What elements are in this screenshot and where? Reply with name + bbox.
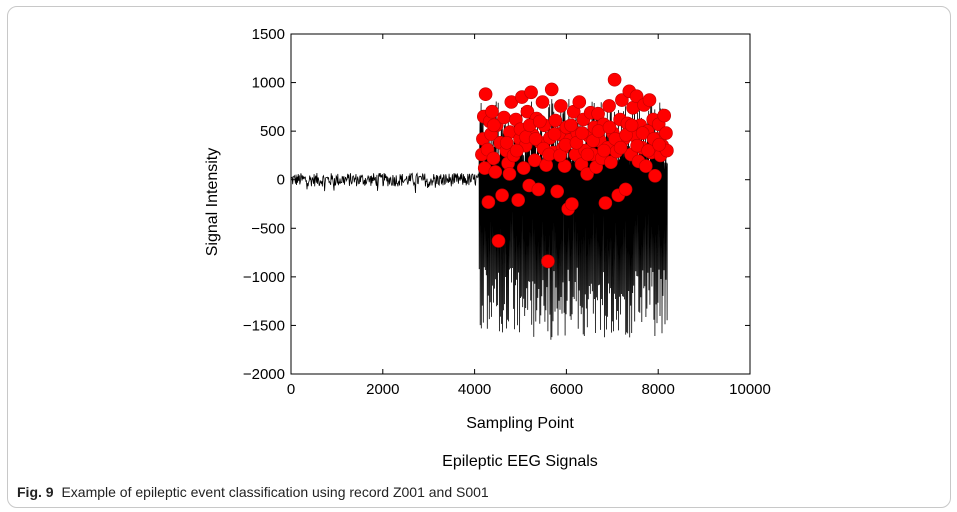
- event-marker: [488, 165, 503, 179]
- event-marker: [550, 184, 565, 199]
- event-marker: [615, 93, 629, 107]
- y-tick-label: 500: [260, 123, 285, 140]
- event-marker: [641, 143, 655, 158]
- caption-label: Fig. 9: [17, 484, 54, 500]
- chart-axes: 0 2000 4000 6000 8000 10000−2000−1500−1000−50…: [243, 26, 771, 398]
- signal-line-normal: [290, 172, 480, 194]
- event-marker: [624, 118, 639, 133]
- event-marker: [554, 99, 568, 113]
- x-tick-label: 8000: [642, 381, 675, 398]
- event-marker: [499, 136, 514, 150]
- event-marker: [652, 137, 666, 152]
- event-marker: [509, 143, 524, 158]
- event-marker: [548, 113, 563, 128]
- event-marker: [642, 93, 657, 107]
- event-marker: [520, 104, 535, 119]
- event-marker: [485, 104, 499, 119]
- event-marker: [565, 197, 579, 211]
- y-tick-label: −500: [251, 220, 285, 237]
- event-marker: [648, 169, 662, 183]
- event-marker: [553, 148, 567, 163]
- event-marker: [502, 167, 517, 181]
- y-tick-label: 0: [277, 172, 285, 189]
- x-tick-label: 4000: [458, 381, 491, 398]
- event-marker: [478, 87, 493, 101]
- event-marker: [607, 72, 622, 87]
- event-marker: [487, 118, 501, 133]
- plot-box: [290, 33, 751, 375]
- event-marker: [495, 188, 509, 203]
- event-marker: [618, 182, 633, 197]
- y-tick-label: −2000: [243, 366, 285, 383]
- event-marker: [547, 127, 562, 141]
- figure-caption: Fig. 9 Example of epileptic event classi…: [17, 484, 489, 500]
- x-tick-label: 6000: [550, 381, 583, 398]
- y-axis-label: Signal Intensity: [204, 148, 221, 257]
- figure-frame: [7, 6, 951, 508]
- event-marker: [659, 126, 673, 140]
- chart-subtitle: Epileptic EEG Signals: [442, 453, 598, 470]
- event-marker: [638, 159, 653, 173]
- event-marker: [511, 193, 526, 207]
- x-axis-label: Sampling Point: [466, 415, 574, 432]
- event-marker: [635, 126, 650, 140]
- event-marker: [532, 114, 547, 129]
- event-marker: [629, 89, 644, 103]
- event-marker: [597, 143, 611, 158]
- event-marker: [491, 234, 506, 248]
- event-marker: [527, 153, 542, 168]
- event-marker: [602, 99, 616, 113]
- y-tick-label: −1000: [243, 269, 285, 286]
- event-marker: [486, 151, 501, 166]
- event-marker: [481, 195, 496, 209]
- event-markers: [475, 72, 674, 269]
- y-tick-label: −1500: [243, 317, 285, 334]
- y-tick-label: 1000: [252, 75, 285, 92]
- x-tick-label: 2000: [366, 381, 399, 398]
- event-marker: [572, 95, 587, 109]
- event-marker: [613, 140, 628, 155]
- event-marker: [524, 85, 538, 100]
- x-tick-label: 10000: [729, 381, 771, 398]
- event-marker: [604, 155, 618, 169]
- event-marker: [598, 196, 613, 210]
- caption-text: Example of epileptic event classificatio…: [61, 484, 489, 500]
- event-marker: [602, 120, 617, 135]
- event-marker: [516, 161, 531, 175]
- event-marker: [528, 132, 543, 146]
- event-marker: [657, 108, 672, 123]
- event-marker: [591, 106, 605, 121]
- event-marker: [531, 182, 546, 197]
- y-tick-label: 1500: [252, 26, 285, 43]
- event-marker: [535, 95, 550, 109]
- event-marker: [580, 147, 595, 162]
- event-marker: [541, 254, 555, 269]
- event-marker: [575, 126, 589, 140]
- x-tick-label: 0: [287, 381, 295, 398]
- event-marker: [544, 82, 559, 97]
- event-marker: [580, 167, 594, 181]
- event-marker: [564, 118, 578, 133]
